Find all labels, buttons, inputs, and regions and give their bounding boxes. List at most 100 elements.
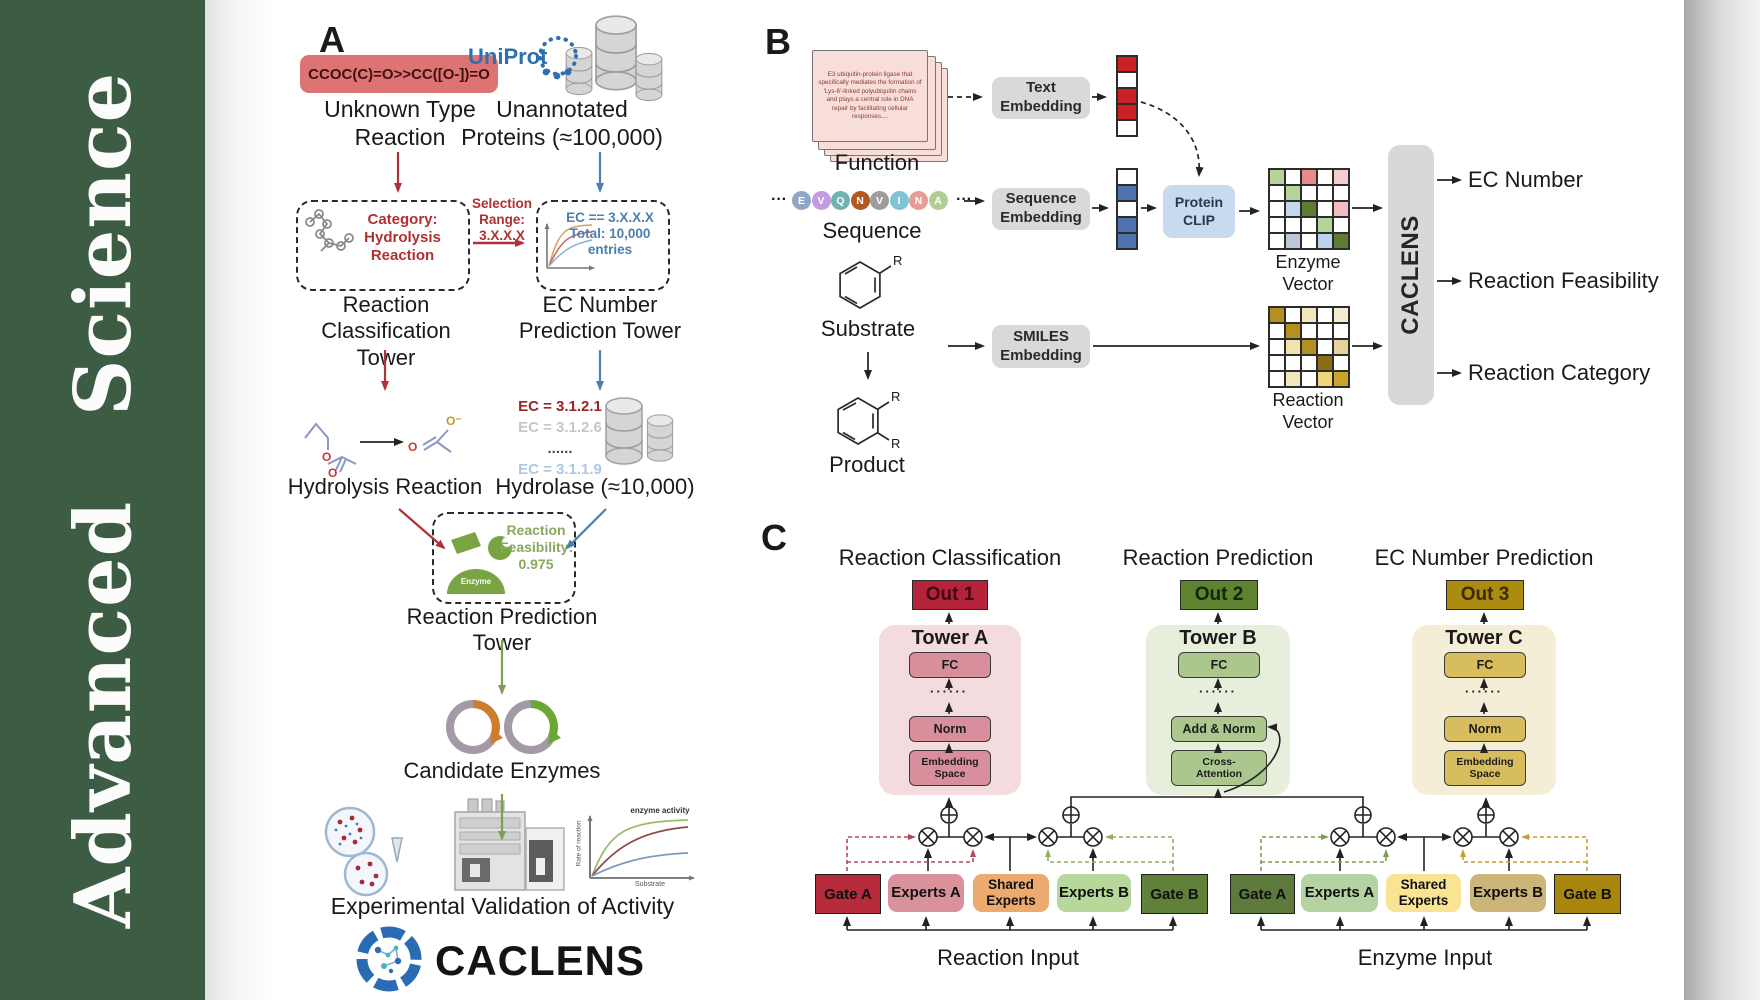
reaction-input-caption: Reaction Input: [937, 945, 1079, 970]
enzyme-vector-grid: [1268, 168, 1350, 250]
out1-box: Out 1: [912, 580, 988, 610]
out3-box: Out 3: [1446, 580, 1524, 610]
oxygen-anion-atom: O⁻: [446, 414, 462, 428]
g2-shared-experts: Shared Experts: [1386, 874, 1461, 912]
enzyme-activity-annotation: enzyme activity: [630, 806, 690, 815]
tower-c-embedding: Embedding Space: [1444, 750, 1526, 786]
tower-a-norm: Norm: [909, 716, 991, 742]
reaction-feasibility-box: [432, 512, 576, 604]
g1-experts-a: Experts A: [888, 874, 964, 912]
journal-title: Advanced Science: [0, 0, 206, 1000]
caclens-bar-text: CACLENS: [1397, 215, 1424, 335]
function-card: E3 ubiquitin-protein ligase that specifi…: [812, 50, 928, 142]
text-embedding-box: Text Embedding: [992, 77, 1090, 119]
enzyme-vector-caption: Enzyme Vector: [1275, 252, 1341, 294]
reaction-vector-caption: Reaction Vector: [1272, 390, 1344, 432]
acetate-molecule-icon: [422, 429, 452, 453]
panel-b-label: B: [765, 21, 791, 62]
tower-a-title: Tower A: [911, 627, 989, 649]
hydrolase-databases-icon: [605, 397, 674, 465]
sequence-embedding-box: Sequence Embedding: [992, 188, 1090, 230]
classification-tower-caption: Reaction Classification Tower: [321, 292, 451, 370]
reaction-vector-grid: [1268, 306, 1350, 388]
tower-a-dots: ······: [930, 684, 968, 699]
sequence-caption: Sequence: [822, 218, 922, 243]
tower-c-title: Tower C: [1445, 627, 1523, 649]
col-title-reaction-prediction: Reaction Prediction: [1122, 545, 1314, 570]
ec-selection-text: EC == 3.X.X.X Total: 10,000 entries: [566, 210, 654, 258]
smiles-reaction-box: CCOC(C)=O>>CC([O-])=O: [300, 55, 498, 93]
caclens-model-bar: [1388, 145, 1434, 405]
journal-word-advanced: Advanced: [57, 500, 149, 929]
activity-graph-icon: [587, 815, 695, 881]
journal-sidebar: [0, 0, 205, 1000]
g2-experts-b: Experts B: [1470, 874, 1546, 912]
g2-gate-a: Gate A: [1230, 874, 1295, 914]
g1-gate-a: Gate A: [815, 874, 881, 914]
rate-axis-label: Rate of reaction: [575, 820, 583, 867]
add-nodes: [940, 806, 1495, 824]
tower-c-norm: Norm: [1444, 716, 1526, 742]
prediction-tower-caption: Reaction Prediction Tower: [406, 604, 598, 656]
uniprot-databases-icon: [565, 15, 663, 102]
validation-caption: Experimental Validation of Activity: [330, 893, 675, 919]
journal-word-science: Science: [57, 71, 149, 416]
selection-range-text: Selection Range: 3.X.X.X: [471, 196, 533, 244]
tower-a-fc: FC: [909, 652, 991, 678]
ec-tower-caption: EC Number Prediction Tower: [518, 292, 682, 344]
substrate-r-label: R: [893, 253, 903, 268]
product-r2-label: R: [891, 436, 901, 451]
output-ec-number: EC Number: [1468, 167, 1583, 192]
sequence-embedding-vector: [1116, 168, 1138, 250]
plasmid-icons: [446, 700, 561, 754]
output-reaction-category: Reaction Category: [1468, 360, 1651, 385]
g1-shared-experts: Shared Experts: [973, 874, 1049, 912]
tower-b-dots: ······: [1199, 684, 1237, 699]
sequence-ellipsis-left: ···: [771, 191, 787, 208]
tower-c-fc: FC: [1444, 652, 1526, 678]
g1-gate-b: Gate B: [1141, 874, 1208, 914]
unannotated-proteins-caption: Unannotated Proteins (≈100,000): [461, 96, 663, 150]
tower-a-embedding: Embedding Space: [909, 750, 991, 786]
g2-experts-a: Experts A: [1301, 874, 1378, 912]
page-right-shadow: [1684, 0, 1760, 1000]
enzyme-input-caption: Enzyme Input: [1357, 945, 1493, 970]
function-caption: Function: [834, 150, 920, 175]
hydrolase-caption: Hydrolase (≈10,000): [495, 474, 695, 499]
gate-feedback-dashes: [846, 834, 1588, 871]
product-caption: Product: [829, 452, 905, 477]
panel-a-label: A: [319, 19, 345, 60]
hydrolysis-caption: Hydrolysis Reaction: [287, 474, 483, 499]
hplc-machine-icon: [454, 798, 565, 891]
smiles-embedding-box: SMILES Embedding: [992, 325, 1090, 368]
oxygen-atom: O: [322, 450, 332, 464]
multiply-nodes: [918, 827, 1519, 847]
ec-prediction-box: [536, 200, 670, 291]
category-text: Category: Hydrolysis Reaction: [364, 211, 441, 264]
substrate-benzene-icon: [839, 261, 892, 309]
tower-b-fc: FC: [1178, 652, 1260, 678]
panel-b-arrows: [864, 93, 1462, 380]
panel-c-label: C: [761, 517, 787, 558]
oxygen-atom: O: [408, 440, 418, 454]
tower-b-title: Tower B: [1179, 627, 1257, 649]
output-reaction-feasibility: Reaction Feasibility: [1468, 268, 1659, 293]
tower-c-dots: ······: [1465, 684, 1503, 699]
ester-molecule-icon: [304, 422, 357, 473]
product-r1-label: R: [891, 389, 901, 404]
substrate-axis-label: Substrate: [635, 881, 665, 888]
tower-b-cross-attention: Cross- Attention: [1171, 750, 1267, 786]
g1-experts-b: Experts B: [1057, 874, 1131, 912]
ec-result-list: EC = 3.1.2.1 EC = 3.1.2.6...... EC = 3.1.1…: [518, 398, 602, 478]
petri-dish-icons: [324, 806, 403, 897]
out2-box: Out 2: [1180, 580, 1258, 610]
mix-nodes: [918, 806, 1519, 847]
uniprot-logo-text: UniProt: [468, 44, 548, 69]
feasibility-text: Reaction Feasibility: 0.975: [500, 522, 574, 572]
col-title-reaction-classification: Reaction Classification: [838, 545, 1062, 570]
enzyme-badge: Enzyme: [460, 577, 492, 586]
protein-clip-box: Protein CLIP: [1163, 185, 1235, 238]
g2-gate-b: Gate B: [1554, 874, 1621, 914]
